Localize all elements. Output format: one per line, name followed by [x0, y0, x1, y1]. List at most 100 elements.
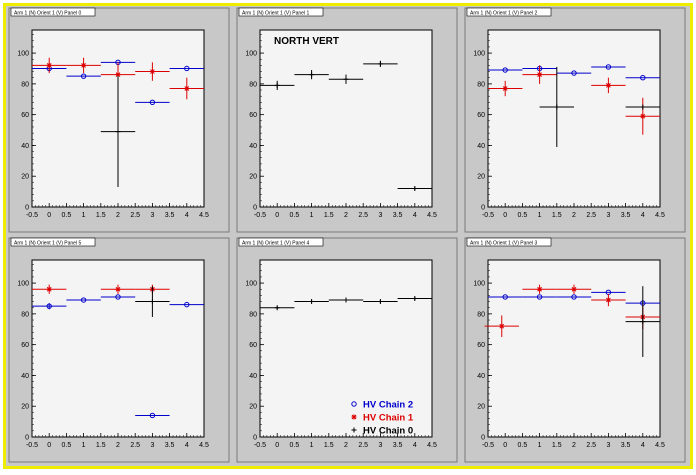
data-point-chain0: [149, 299, 155, 305]
data-point-chain2: [536, 294, 543, 300]
x-tick-label: 1.5: [552, 442, 562, 449]
y-tick-label: 40: [21, 143, 29, 150]
plot-area: [259, 259, 433, 438]
panel-title-box: [466, 7, 552, 17]
y-tick-label: 100: [245, 281, 257, 288]
data-point-chain2: [80, 73, 87, 79]
x-tick-label: 0.5: [62, 442, 72, 449]
legend-label: HV Chain 2: [363, 400, 413, 411]
x-tick-label: 4: [185, 442, 189, 449]
panel-title: Arm 1 (N) Orient 1 (V) Panel 2: [470, 11, 537, 17]
x-tick-label: 0.5: [518, 442, 528, 449]
y-tick-label: 40: [477, 143, 485, 150]
x-tick-label: 0.5: [518, 212, 528, 219]
data-point-chain0: [412, 186, 418, 192]
x-tick-label: 4: [641, 442, 645, 449]
x-tick-label: 4.5: [199, 212, 209, 219]
x-tick-label: 0: [47, 212, 51, 219]
y-tick-label: 0: [253, 435, 257, 442]
x-tick-label: 3.5: [621, 212, 631, 219]
x-tick-label: 3.5: [393, 212, 403, 219]
x-tick-label: 0: [275, 442, 279, 449]
x-tick-label: 2.5: [358, 212, 368, 219]
legend-label: HV Chain 1: [363, 413, 414, 424]
x-tick-label: 2.5: [130, 212, 140, 219]
panel-4: Arm 1 (N) Orient 1 (V) Panel 4-0.5 0 0.5 1 1…: [236, 237, 458, 463]
x-tick-label: 1.5: [324, 212, 334, 219]
x-tick-label: -0.5: [26, 212, 38, 219]
data-point-chain1: [81, 62, 87, 68]
panel-1: Arm 1 (N) Orient 1 (V) Panel 1-0.5 0 0.5 1 1…: [236, 7, 458, 233]
y-tick-label: 0: [25, 435, 29, 442]
panel-title: Arm 1 (N) Orient 1 (V) Panel 1: [242, 11, 309, 17]
panel-title: Arm 1 (N) Orient 1 (V) Panel 0: [14, 11, 81, 17]
x-tick-label: 3.5: [165, 212, 175, 219]
x-tick-label: 2.5: [586, 212, 596, 219]
y-tick-label: 60: [21, 342, 29, 349]
data-point-chain1: [502, 85, 508, 91]
data-point-chain0: [343, 297, 349, 303]
y-tick-label: 20: [249, 174, 257, 181]
data-point-chain2: [605, 64, 612, 70]
plot-area: [487, 29, 661, 208]
data-point-chain0: [343, 76, 349, 82]
x-tick-label: 2.5: [358, 442, 368, 449]
y-tick-label: 100: [17, 281, 29, 288]
data-point-chain1: [605, 82, 611, 88]
y-tick-label: 0: [25, 205, 29, 212]
y-tick-label: 40: [249, 143, 257, 150]
data-point-chain0: [309, 299, 315, 305]
y-tick-label: 40: [249, 373, 257, 380]
y-tick-label: 60: [249, 112, 257, 119]
y-tick-label: 80: [21, 311, 29, 318]
legend-marker-star: [351, 414, 357, 420]
x-tick-label: 3: [150, 212, 154, 219]
data-point-chain2: [502, 67, 508, 73]
panel-5: Arm 1 (N) Orient 1 (V) Panel 3-0.5 0 0.5 1 1…: [464, 237, 686, 463]
y-tick-label: 80: [477, 81, 485, 88]
data-point-chain0: [309, 72, 315, 78]
legend-marker-plus: [351, 427, 357, 433]
data-point-chain1: [46, 286, 52, 292]
x-tick-label: 0: [47, 442, 51, 449]
x-tick-label: 0: [503, 212, 507, 219]
data-point-chain1: [571, 286, 577, 292]
x-tick-label: 1: [82, 212, 86, 219]
data-point-chain2: [640, 75, 646, 81]
x-tick-label: 2: [344, 212, 348, 219]
x-tick-label: 0: [503, 442, 507, 449]
data-point-chain2: [502, 294, 508, 300]
x-tick-label: 1: [310, 212, 314, 219]
data-point-chain2: [184, 301, 190, 308]
x-tick-label: -0.5: [254, 442, 266, 449]
y-tick-label: 0: [481, 435, 485, 442]
x-tick-label: 0.5: [290, 442, 300, 449]
x-tick-label: 2: [572, 442, 576, 449]
data-point-chain0: [115, 129, 121, 135]
y-tick-label: 20: [477, 404, 485, 411]
x-tick-label: 4.5: [655, 442, 665, 449]
panel-2: Arm 1 (N) Orient 1 (V) Panel 2-0.5 0 0.5 1 1…: [464, 7, 686, 233]
data-point-chain0: [640, 104, 646, 110]
data-point-chain2: [149, 99, 156, 106]
panel-title: Arm 1 (N) Orient 1 (V) Panel 5: [14, 241, 81, 247]
x-tick-label: 2: [116, 442, 120, 449]
y-tick-label: 20: [477, 174, 485, 181]
y-tick-label: 60: [249, 342, 257, 349]
panel-title-box: [466, 237, 552, 247]
data-point-chain1: [537, 72, 543, 78]
y-tick-label: 80: [477, 311, 485, 318]
y-tick-label: 80: [249, 81, 257, 88]
panel-3: Arm 1 (N) Orient 1 (V) Panel 5-0.5 0 0.5 1 1…: [8, 237, 230, 463]
x-tick-label: 1.5: [552, 212, 562, 219]
data-point-chain1: [537, 286, 543, 292]
data-point-chain1: [46, 62, 52, 68]
panel-annotation: NORTH VERT: [274, 36, 339, 47]
y-tick-label: 60: [477, 342, 485, 349]
x-tick-label: -0.5: [26, 442, 38, 449]
x-tick-label: 1: [310, 442, 314, 449]
y-tick-label: 20: [21, 174, 29, 181]
panel-title-box: [10, 7, 96, 17]
y-tick-label: 100: [17, 51, 29, 58]
x-tick-label: 3.5: [165, 442, 175, 449]
